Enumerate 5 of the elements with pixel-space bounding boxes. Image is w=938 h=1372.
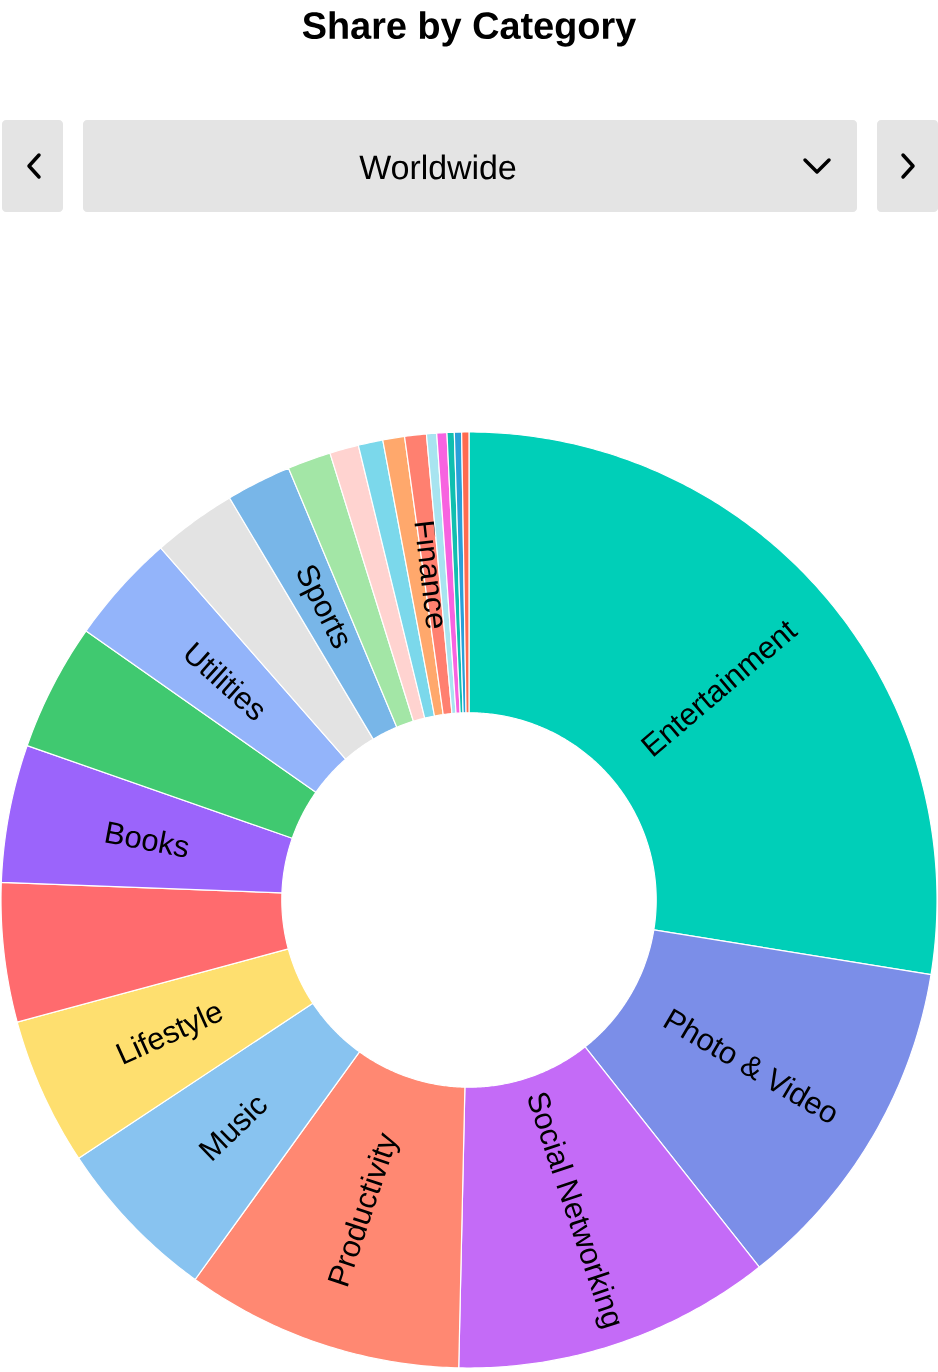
slice-label: Finance: [414, 521, 443, 629]
chart-subtitle: Worldwide: [359, 154, 516, 180]
slice-label: Sports: [297, 565, 348, 649]
chart-title: Share by Category: [302, 11, 637, 47]
slice-label: Books: [105, 821, 189, 858]
